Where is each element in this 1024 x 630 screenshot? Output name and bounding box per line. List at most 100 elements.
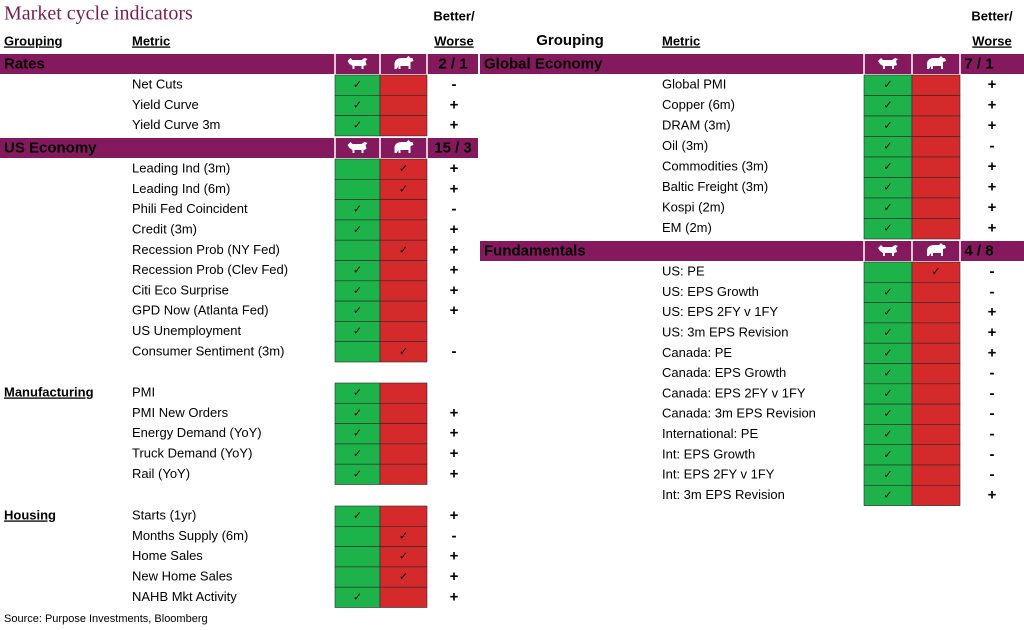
section-name: Global Economy [484,55,603,72]
bull-check: ✓ [353,204,362,216]
bull-check: ✓ [883,286,892,298]
metric-name: Canada: PE [662,345,732,360]
change-sign: - [990,385,995,402]
change-sign: - [990,426,995,443]
change-sign: + [988,304,997,321]
metric-name: Months Supply (6m) [132,528,248,543]
change-sign: - [990,138,995,155]
section-name: Fundamentals [484,242,586,259]
section-score: 15 / 3 [434,139,472,156]
metric-name: US: PE [662,264,705,279]
bear-check: ✓ [399,551,408,563]
bull-check: ✓ [353,407,362,419]
bull-check: ✓ [883,408,892,420]
section-score: 7 / 1 [964,55,993,72]
bull-cell [334,341,381,363]
bull-check: ✓ [353,468,362,480]
bear-cell [911,383,961,405]
metric-name: NAHB Mkt Activity [132,589,237,604]
bear-cell [379,95,428,116]
metric-name: Global PMI [662,77,726,92]
metric-name: Leading Ind (3m) [132,161,230,176]
metric-name: Credit (3m) [132,221,197,236]
bear-icon [394,140,414,153]
metric-name: Energy Demand (YoY) [132,425,262,440]
change-sign: + [988,220,997,237]
change-sign: - [990,283,995,300]
metric-name: Leading Ind (6m) [132,181,230,196]
metric-name: Yield Curve [132,97,199,112]
bear-cell [911,136,961,158]
bear-cell [911,156,961,178]
bull-check: ✓ [353,448,362,460]
bull-check: ✓ [883,100,892,112]
change-sign: + [450,302,459,319]
change-sign: - [452,527,457,544]
metric-name: Int: EPS 2FY v 1FY [662,467,775,482]
change-sign: - [990,263,995,280]
change-sign: - [990,446,995,463]
bear-cell [379,423,428,445]
title: Market cycle indicators [4,3,193,25]
change-sign: - [452,76,457,93]
change-sign: - [990,466,995,483]
metric-name: Rail (YoY) [132,466,190,481]
bull-check: ✓ [353,79,362,91]
bear-cell [911,444,961,466]
bull-check: ✓ [353,224,362,236]
header-metric: Metric [662,33,700,48]
bear-cell [379,199,428,221]
bull-check: ✓ [883,79,892,91]
change-sign: + [450,445,459,462]
metric-name: EM (2m) [662,220,712,235]
metric-name: US: EPS 2FY v 1FY [662,304,778,319]
bull-cell [863,261,913,283]
metric-name: Yield Curve 3m [132,117,220,132]
metric-name: International: PE [662,426,758,441]
metric-name: US: 3m EPS Revision [662,324,788,339]
bear-check: ✓ [931,266,940,278]
bear-icon [927,243,946,256]
bear-cell [379,115,428,137]
bear-cell [379,402,428,424]
bull-check: ✓ [883,469,892,481]
metric-name: Consumer Sentiment (3m) [132,343,284,358]
bull-check: ✓ [883,449,892,461]
metric-name: Canada: EPS 2FY v 1FY [662,385,806,400]
metric-name: Oil (3m) [662,138,708,153]
metric-name: Truck Demand (YoY) [132,445,252,460]
bear-cell [911,177,961,199]
metric-name: Starts (1yr) [132,508,196,523]
bull-check: ✓ [883,489,892,501]
bull-check: ✓ [883,202,892,214]
bear-cell [911,484,961,506]
change-sign: + [450,241,459,258]
header-metric: Metric [132,33,170,48]
header-grouping: Grouping [536,32,604,49]
bear-check: ✓ [399,530,408,542]
change-sign: + [988,97,997,114]
bear-cell [379,341,428,363]
bull-icon [347,58,368,69]
bull-check: ✓ [353,325,362,337]
bull-cell [334,525,381,547]
bear-cell [911,424,961,445]
bull-cell [334,566,381,588]
bear-cell [911,342,961,364]
bull-check: ✓ [883,120,892,132]
bear-cell [379,74,428,96]
header-worse: Worse [972,33,1012,48]
section-score: 4 / 8 [964,242,993,259]
bull-check: ✓ [353,428,362,440]
change-sign: + [988,158,997,175]
bull-check: ✓ [883,182,892,194]
change-sign: + [450,588,459,605]
metric-name: Copper (6m) [662,97,735,112]
change-sign: + [450,282,459,299]
bear-icon [927,56,946,69]
bull-cell [334,546,381,568]
bull-cell [334,179,381,200]
metric-name: Int: EPS Growth [662,446,755,461]
change-sign: + [450,507,459,524]
